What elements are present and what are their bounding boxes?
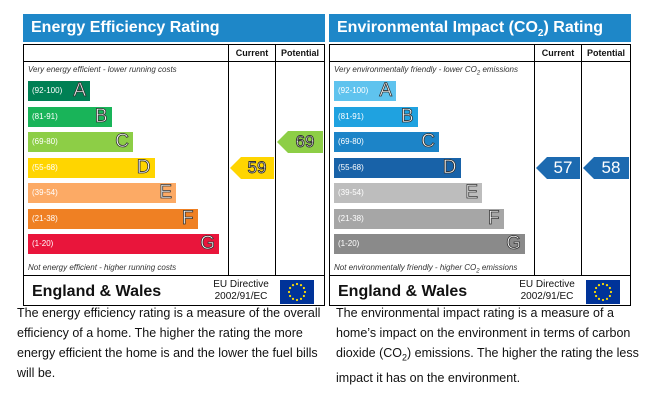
energy-band-letter: A <box>73 80 86 101</box>
env-note-bottom: Not environmentally friendly - higher CO… <box>334 263 518 275</box>
energy-band-range: (69-80) <box>32 137 58 146</box>
env-description: The environmental impact rating is a mea… <box>336 306 639 385</box>
env-band-letter: C <box>421 131 436 152</box>
energy-band-range: (55-68) <box>32 162 58 172</box>
energy-band-letter: F <box>181 207 194 229</box>
eu-flag-icon <box>586 280 620 304</box>
env-band-range: (69-80) <box>338 137 364 146</box>
env-band-d: (55-68) D <box>334 156 461 178</box>
energy-potential-rating-value: 69 <box>295 132 315 152</box>
energy-band-a: (92-100) A <box>28 80 90 101</box>
env-chart-title: Environmental Impact (CO2) Rating <box>329 14 631 42</box>
env-band-letter: D <box>442 156 457 178</box>
env-band-range: (81-91) <box>338 111 364 121</box>
env-band-letter: G <box>506 233 522 254</box>
env-band-range: (55-68) <box>338 162 364 172</box>
energy-band-g: (1-20) G <box>28 233 219 254</box>
env-band-f: (21-38) F <box>334 207 504 229</box>
energy-band-range: (21-38) <box>32 213 58 223</box>
energy-band-letter: G <box>200 233 216 254</box>
env-eu-directive: EU Directive 2002/91/EC <box>519 279 575 302</box>
env-band-b: (81-91) B <box>334 105 418 127</box>
energy-band-letter: C <box>115 131 130 152</box>
energy-band-range: (1-20) <box>32 239 54 248</box>
energy-band-b: (81-91) B <box>28 105 112 127</box>
energy-band-letter: E <box>159 182 172 203</box>
energy-col-current: Current <box>235 48 269 58</box>
env-band-range: (92-100) <box>338 86 369 95</box>
energy-note-bottom: Not energy efficient - higher running co… <box>28 263 177 272</box>
energy-chart-body: Current Potential Very energy efficient … <box>23 44 325 306</box>
energy-band-range: (81-91) <box>32 111 58 121</box>
energy-note-top: Very energy efficient - lower running co… <box>28 65 177 74</box>
energy-band-e: (39-54) E <box>28 182 176 203</box>
eu-flag-icon <box>280 280 314 304</box>
energy-band-letter: B <box>94 105 108 127</box>
env-band-a: (92-100) A <box>334 80 396 101</box>
env-band-range: (21-38) <box>338 213 364 223</box>
energy-band-range: (92-100) <box>32 86 63 95</box>
energy-region: England & Wales <box>32 283 162 300</box>
energy-band-c: (69-80) C <box>28 131 133 152</box>
env-region: England & Wales <box>338 283 468 300</box>
energy-band-f: (21-38) F <box>28 207 198 229</box>
energy-description: The energy efficiency rating is a measur… <box>17 306 321 380</box>
env-band-e: (39-54) E <box>334 182 482 203</box>
env-band-range: (39-54) <box>338 188 364 197</box>
energy-band-d: (55-68) D <box>28 156 155 178</box>
env-note-top: Very environmentally friendly - lower CO… <box>334 65 519 77</box>
env-band-letter: B <box>400 105 414 127</box>
env-band-letter: A <box>379 80 392 101</box>
energy-eu-directive: EU Directive 2002/91/EC <box>213 279 269 302</box>
energy-chart-title: Energy Efficiency Rating <box>23 14 325 42</box>
energy-current-rating-arrow: 59 <box>230 156 274 179</box>
energy-band-range: (39-54) <box>32 188 58 197</box>
env-potential-rating-value: 58 <box>601 157 621 177</box>
energy-current-rating-value: 59 <box>247 157 267 177</box>
env-current-rating-value: 57 <box>553 157 573 177</box>
env-band-c: (69-80) C <box>334 131 439 152</box>
env-col-potential: Potential <box>586 48 625 58</box>
env-band-letter: E <box>465 182 478 203</box>
env-chart-body: Current Potential Very environmentally f… <box>329 44 631 306</box>
env-potential-rating-arrow: 58 <box>583 156 629 179</box>
environmental-impact-chart: Environmental Impact (CO2) Rating Curren… <box>329 14 631 306</box>
energy-band-letter: D <box>136 156 151 178</box>
env-col-current: Current <box>541 48 575 58</box>
energy-potential-rating-arrow: 69 <box>277 131 323 153</box>
energy-col-potential: Potential <box>280 48 319 58</box>
energy-efficiency-chart: Energy Efficiency Rating Current Potenti… <box>23 14 325 306</box>
env-band-range: (1-20) <box>338 239 360 248</box>
env-current-rating-arrow: 57 <box>536 156 580 179</box>
env-band-letter: F <box>487 207 500 229</box>
env-band-g: (1-20) G <box>334 233 525 254</box>
